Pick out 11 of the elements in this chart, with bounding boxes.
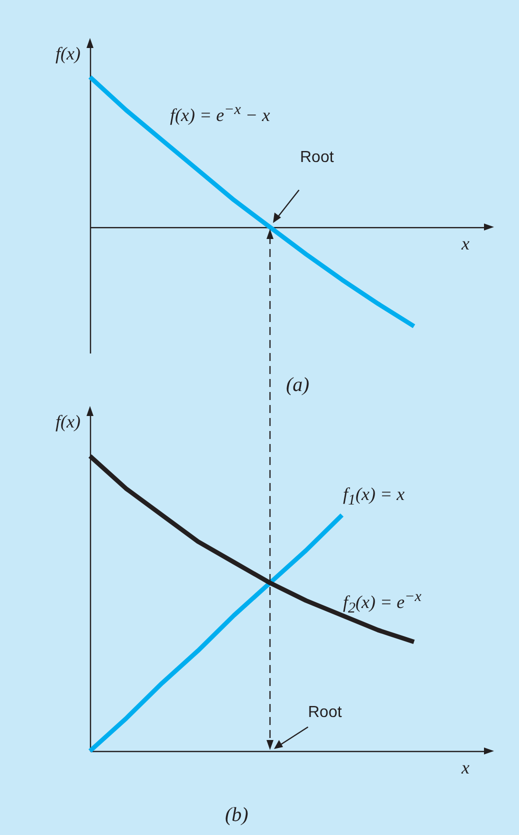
annotation: Root (300, 149, 334, 166)
y-axis-title: f(x) (56, 44, 80, 64)
x-axis-title: x (460, 758, 470, 778)
annotation: Root (308, 704, 342, 721)
y-axis-title: f(x) (56, 412, 80, 432)
series-label: f$_{1}$(x) = x (343, 484, 405, 509)
series-label: f(x) = e$^{−x}$ − x (170, 102, 270, 125)
x-axis-title: x (460, 234, 470, 254)
text: (a) (286, 374, 310, 396)
text: (b) (225, 804, 249, 826)
series-label: f$_{2}$(x) = e$^{−x}$ (343, 589, 422, 617)
